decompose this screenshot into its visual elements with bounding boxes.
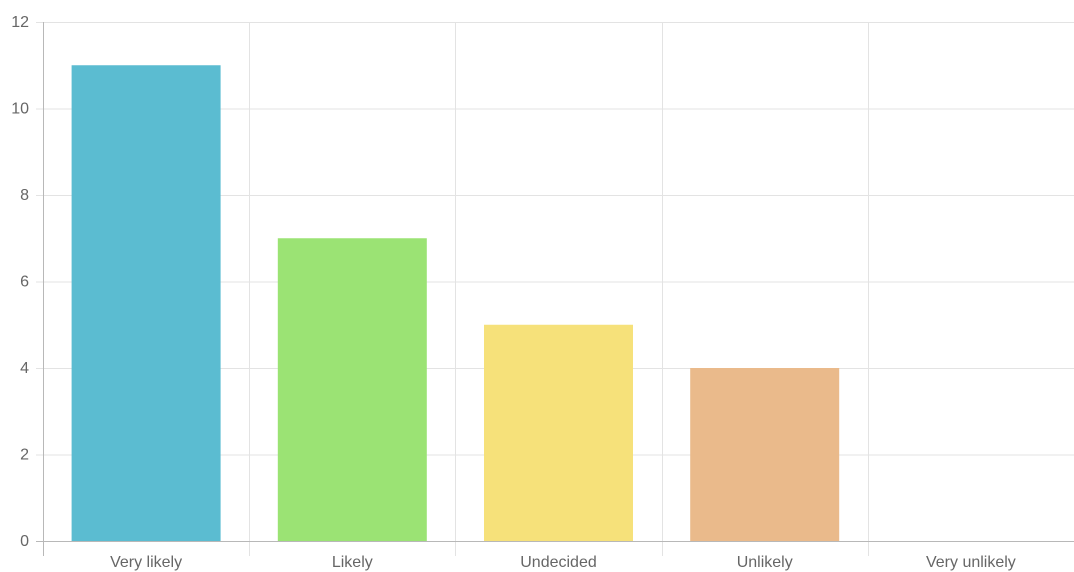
y-tick-label: 4 [20, 360, 29, 377]
x-tick-label: Very likely [110, 554, 182, 571]
y-tick-label: 0 [20, 533, 29, 550]
axes [36, 22, 1074, 556]
y-tick-label: 2 [20, 447, 29, 464]
x-tick-label: Undecided [520, 554, 597, 571]
bar [484, 324, 633, 541]
y-tick-label: 12 [11, 14, 29, 31]
bar [690, 368, 840, 541]
bar [277, 238, 427, 541]
bar [71, 65, 221, 541]
tick-labels: 0 2 4 6 8 10 12 Very likely Likely Undecided Unlik… [11, 14, 1016, 571]
y-tick-label: 10 [11, 101, 29, 118]
y-tick-label: 6 [20, 274, 29, 291]
y-tick-label: 8 [20, 187, 29, 204]
bars [71, 65, 840, 541]
x-tick-label: Unlikely [737, 554, 793, 571]
x-tick-label: Likely [332, 554, 373, 571]
x-tick-label: Very unlikely [926, 554, 1016, 571]
